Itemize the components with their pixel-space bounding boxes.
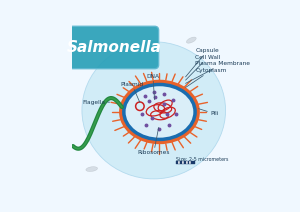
Bar <box>180 161 182 164</box>
Ellipse shape <box>119 80 200 144</box>
Ellipse shape <box>94 42 106 48</box>
Text: Cytoplasm: Cytoplasm <box>186 68 227 88</box>
Bar <box>182 161 184 164</box>
Text: Flagella: Flagella <box>82 100 110 105</box>
Bar <box>176 161 178 164</box>
Bar <box>186 161 188 164</box>
Bar <box>194 161 195 164</box>
Ellipse shape <box>126 86 193 138</box>
Text: Ribosomes: Ribosomes <box>137 127 170 155</box>
Text: Pili: Pili <box>199 109 218 116</box>
Text: Capsule: Capsule <box>186 48 219 77</box>
Text: Plasma Membrane: Plasma Membrane <box>186 61 250 83</box>
Text: Salmonella: Salmonella <box>66 40 161 55</box>
Text: Size: 2-5 micrometers: Size: 2-5 micrometers <box>176 157 228 162</box>
Ellipse shape <box>186 37 196 43</box>
Bar <box>188 161 190 164</box>
Bar <box>190 161 191 164</box>
Text: Cell Wall: Cell Wall <box>186 55 220 80</box>
FancyBboxPatch shape <box>69 26 159 69</box>
Ellipse shape <box>86 167 98 172</box>
Ellipse shape <box>82 42 226 179</box>
Bar <box>178 161 180 164</box>
Bar <box>191 161 194 164</box>
Bar <box>184 161 186 164</box>
Text: DNA: DNA <box>146 74 159 100</box>
Text: Plasmid: Plasmid <box>120 82 143 102</box>
Ellipse shape <box>122 83 197 141</box>
